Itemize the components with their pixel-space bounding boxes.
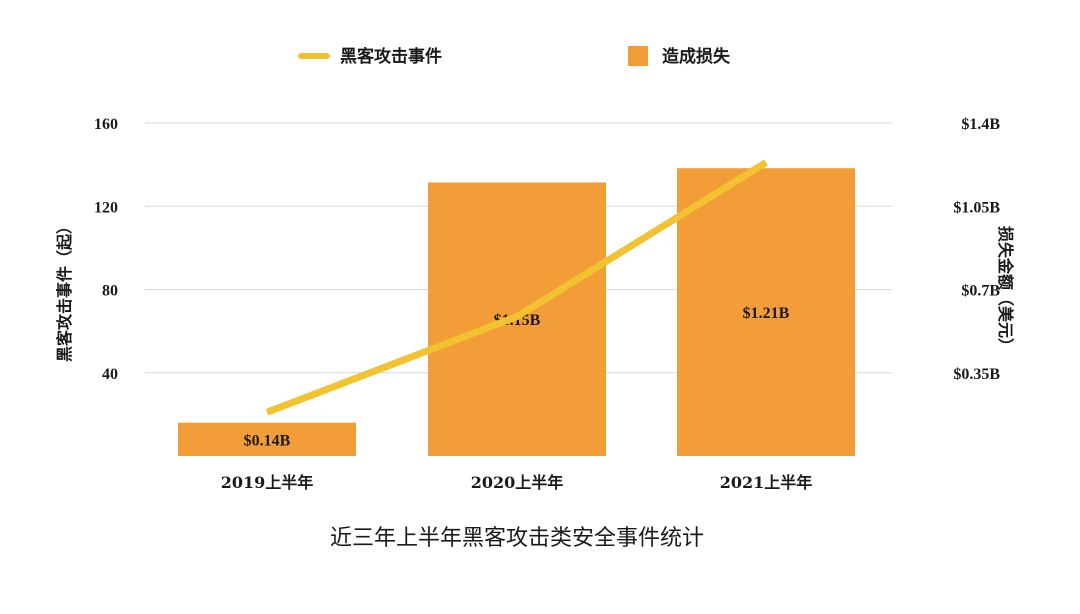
right-axis-ticks: $0.35B $0.7B $1.05B $1.4B [953, 116, 1000, 383]
line-series [265, 159, 768, 416]
bar-2019上半年 [178, 422, 356, 456]
legend-line-label: 黑客攻击事件 [340, 46, 442, 67]
category-label: 2021上半年 [720, 473, 813, 492]
left-tick-label: 80 [102, 283, 118, 300]
category-label: 2019上半年 [221, 473, 314, 492]
left-tick-label: 40 [102, 366, 118, 383]
right-tick-label: $0.35B [953, 366, 1000, 383]
category-labels: 2019上半年 2020上半年 2021上半年 [221, 473, 813, 492]
chart-caption: 近三年上半年黑客攻击类安全事件统计 [330, 526, 704, 551]
bar-value-label: $1.15B [494, 312, 541, 329]
right-tick-label: $0.7B [961, 283, 1000, 300]
left-axis-ticks: 40 80 120 160 [94, 116, 118, 383]
bar-series: $0.14B $1.15B $1.21B [178, 168, 855, 456]
right-tick-label: $1.4B [961, 116, 1000, 133]
legend-bar-label: 造成损失 [662, 46, 731, 67]
left-tick-label: 160 [94, 116, 118, 133]
bar-2021上半年 [677, 168, 855, 456]
right-axis-title: 损失金额（美元） [996, 226, 1015, 354]
bar-value-label: $0.14B [244, 432, 291, 449]
bar-value-label: $1.21B [743, 305, 790, 322]
legend-bar-swatch [628, 46, 648, 66]
legend: 黑客攻击事件 造成损失 [298, 46, 731, 67]
left-tick-label: 120 [94, 199, 118, 216]
left-axis-title: 黑客攻击事件（起） [55, 218, 74, 362]
right-tick-label: $1.05B [953, 199, 1000, 216]
category-label: 2020上半年 [471, 473, 564, 492]
